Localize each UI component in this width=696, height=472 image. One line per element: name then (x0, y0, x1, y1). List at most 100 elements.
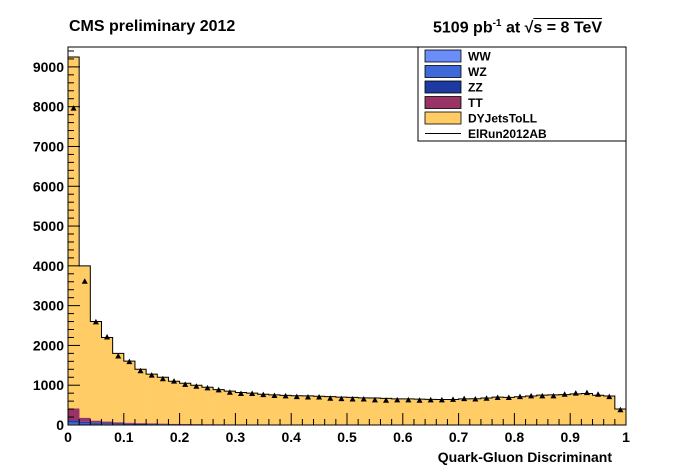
x-tick-label: 0.3 (226, 429, 246, 445)
y-tick-label: 5000 (33, 218, 64, 234)
data-point (316, 394, 323, 400)
data-point (226, 389, 233, 395)
bar (603, 396, 616, 425)
bar (503, 397, 515, 425)
bar (380, 398, 392, 425)
legend-box (417, 46, 627, 142)
legend-label: WW (468, 50, 491, 64)
data-point (405, 396, 412, 403)
bar (335, 397, 348, 425)
bar (112, 423, 125, 425)
bar (112, 353, 125, 423)
data-point (561, 391, 568, 397)
x-axis-label: Quark-Gluon Discriminant (438, 449, 613, 465)
bar (592, 395, 604, 425)
legend-swatch (424, 111, 462, 125)
data-point (327, 395, 334, 401)
y-tick-label: 3000 (33, 298, 64, 314)
data-point (293, 393, 300, 400)
bar (536, 395, 549, 425)
legend-swatch (424, 96, 462, 109)
data-points (70, 105, 624, 413)
legend-entry: DYJetsToLL (424, 111, 537, 126)
y-tick-label: 1000 (33, 377, 64, 393)
bar (257, 394, 270, 425)
data-point (349, 396, 356, 402)
bar (123, 423, 136, 425)
data-point (171, 378, 178, 384)
bar (235, 392, 247, 425)
bar (324, 396, 337, 425)
bar (157, 377, 169, 424)
bar (79, 421, 91, 424)
data-point (271, 392, 278, 398)
series-dyjetstoll (68, 56, 627, 425)
bar (190, 385, 203, 425)
data-point (438, 396, 445, 403)
bar (123, 361, 136, 423)
legend-swatch (424, 49, 462, 63)
data-point (394, 396, 401, 403)
data-point (137, 367, 144, 374)
bar (146, 423, 158, 425)
data-point (550, 392, 557, 399)
data-point (104, 333, 111, 340)
x-tick-label: 0.4 (281, 429, 301, 445)
bar (123, 422, 136, 424)
bar (157, 423, 169, 425)
x-tick-label: 0.9 (560, 429, 580, 445)
data-point (472, 396, 479, 402)
legend-label: ElRun2012AB (468, 127, 547, 141)
data-point (81, 278, 88, 284)
bar (447, 399, 459, 425)
y-tick-label: 6000 (33, 178, 64, 194)
x-tick-label: 1 (622, 429, 630, 445)
y-tick-label: 4000 (33, 258, 64, 274)
bar (68, 422, 80, 425)
bar (268, 394, 281, 425)
bar (369, 397, 381, 425)
legend-entry: TT (424, 96, 483, 110)
data-point (505, 394, 512, 400)
data-point (338, 395, 345, 402)
data-point (204, 384, 211, 391)
legend-label: WZ (468, 65, 487, 79)
data-point (595, 391, 602, 397)
bar (391, 398, 404, 425)
data-point (92, 318, 99, 325)
bar (358, 397, 370, 425)
legend-entry: ZZ (424, 81, 483, 95)
y-tick-label: 8000 (33, 99, 64, 115)
bar (101, 421, 113, 424)
data-point (115, 353, 122, 359)
x-tick-label: 0 (64, 429, 72, 445)
bar (146, 374, 158, 424)
data-point (483, 395, 490, 401)
x-tick-label: 0.7 (449, 429, 469, 445)
bar (246, 393, 259, 425)
data-point (450, 396, 457, 402)
data-point (360, 396, 367, 402)
bar (79, 423, 91, 425)
legend-label: TT (468, 96, 483, 110)
stacked-bars (67, 56, 627, 425)
bar (101, 423, 113, 425)
bar (402, 398, 415, 425)
data-point (70, 105, 77, 111)
y-tick-label: 0 (56, 417, 64, 433)
lumi-at: at (501, 19, 525, 37)
bar (90, 422, 102, 424)
bar (90, 321, 102, 421)
bar (68, 408, 80, 421)
data-point (606, 393, 613, 400)
data-point (126, 358, 133, 365)
data-point (528, 392, 535, 399)
legend-entry: ElRun2012AB (425, 127, 547, 141)
bar (213, 389, 225, 425)
data-point (260, 391, 267, 398)
energy-label: s = 8 TeV (533, 19, 603, 37)
lumi-exponent: -1 (492, 18, 502, 29)
data-point (193, 383, 200, 389)
axes: 0 0.1 0.2 0.3 0.4 0.5 0.6 0.7 0.8 0.9 1 0 1000 2000 30… (33, 46, 630, 465)
